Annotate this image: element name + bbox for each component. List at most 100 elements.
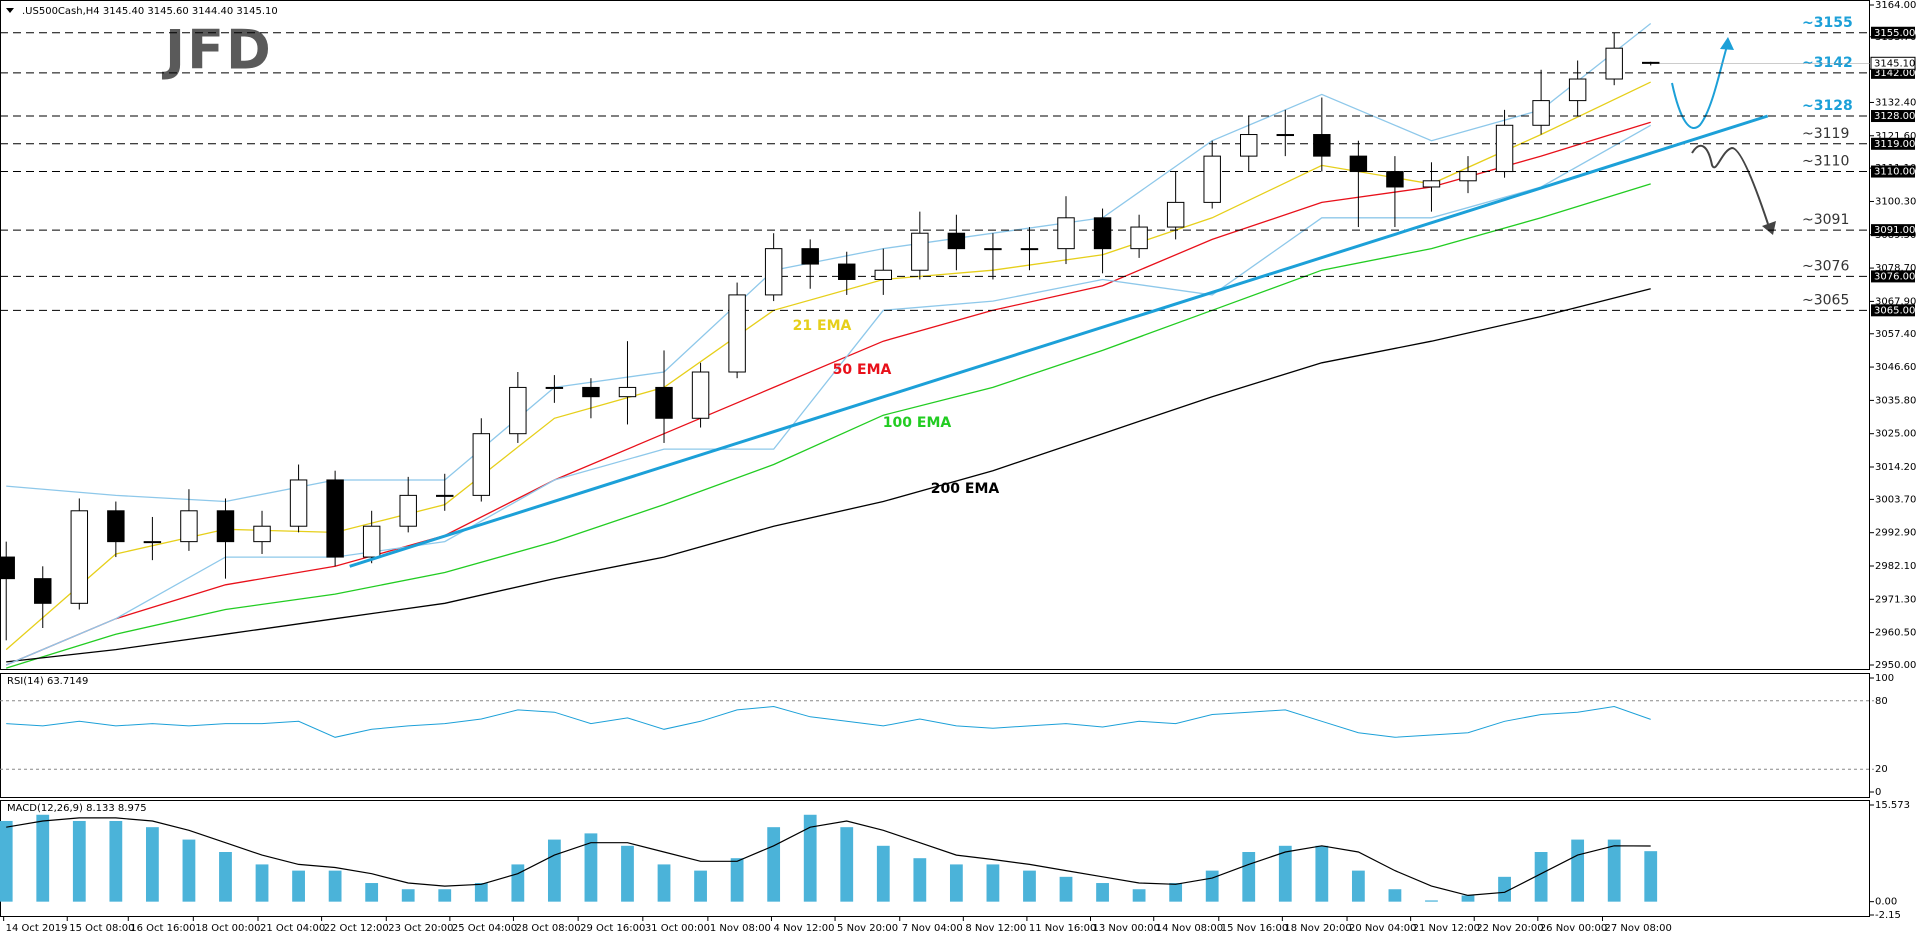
bullish-arrow	[1671, 45, 1728, 129]
candle-body	[1130, 226, 1148, 250]
candle-body	[1532, 100, 1550, 126]
candle-body	[655, 386, 673, 419]
ema-line	[5, 81, 1651, 651]
candle-body	[0, 556, 15, 580]
macd-bar	[621, 845, 634, 902]
signal-line	[6, 817, 1651, 897]
macd-title: MACD(12,26,9) 8.133 8.975	[7, 803, 147, 814]
macd-bar	[1571, 839, 1585, 902]
candle-body	[1093, 217, 1112, 250]
candle-body	[1313, 134, 1331, 157]
y-tick-label: 15.573	[1875, 800, 1910, 811]
level-label: ~3119	[1802, 126, 1849, 142]
candle-body	[216, 510, 235, 543]
macd-bar	[913, 858, 927, 902]
candle-body	[1495, 124, 1514, 173]
logo: JFD	[161, 19, 273, 82]
y-tick-label: 20	[1875, 764, 1888, 775]
ema-label: 200 EMA	[931, 481, 1000, 497]
price-tag	[1871, 224, 1915, 237]
x-tick-label: 26 Nov 00:00	[1540, 923, 1607, 934]
rsi-title: RSI(14) 63.7149	[7, 676, 88, 687]
y-tick-label: 2971.30	[1875, 594, 1916, 605]
macd-bar	[72, 820, 86, 902]
candle-body	[1349, 155, 1368, 173]
level-label: ~3065	[1802, 292, 1849, 308]
candle-body	[764, 248, 783, 296]
price-tag-label: 3119.00	[1874, 139, 1915, 150]
y-tick-label: 3035.80	[1875, 395, 1916, 406]
y-tick-label: 100	[1875, 673, 1894, 684]
candle-body	[838, 263, 856, 280]
y-tick-label: 3100.30	[1875, 196, 1916, 207]
macd-bar	[657, 864, 671, 902]
macd-bar	[1205, 870, 1219, 902]
macd-bar	[365, 883, 379, 902]
price-panel	[0, 0, 1870, 670]
candle-body	[1568, 78, 1587, 102]
level-label: ~3128	[1802, 98, 1853, 114]
ema-line	[5, 124, 1652, 666]
candle-body	[472, 433, 491, 496]
x-tick-label: 27 Nov 08:00	[1604, 923, 1671, 934]
macd-bar	[1059, 876, 1073, 902]
x-tick-label: 20 Nov 04:00	[1349, 923, 1416, 934]
level-label: ~3142	[1802, 55, 1853, 71]
macd-bar	[1351, 870, 1365, 902]
macd-bar	[109, 820, 123, 902]
macd-bar	[1278, 845, 1292, 902]
y-tick-label: 3121.60	[1875, 131, 1916, 142]
candle-body	[436, 494, 454, 497]
candle-body	[984, 248, 1002, 251]
y-tick-label: 3046.60	[1875, 362, 1916, 373]
candle-body	[143, 541, 162, 544]
candle-body	[545, 386, 564, 389]
bearish-arrow	[1691, 144, 1769, 225]
macd-bar	[1425, 900, 1438, 902]
candle-body	[728, 294, 746, 373]
x-tick-label: 15 Nov 16:00	[1221, 923, 1288, 934]
x-tick-label: 18 Nov 20:00	[1284, 923, 1351, 934]
x-tick-label: 22 Nov 20:00	[1476, 923, 1543, 934]
bullish-arrowhead	[1720, 37, 1734, 50]
macd-bar	[292, 870, 305, 902]
candle-body	[180, 510, 198, 543]
macd-bar	[1461, 895, 1475, 902]
macd-bar	[0, 820, 13, 902]
candle-body	[1459, 171, 1477, 182]
x-tick-label: 18 Oct 00:00	[195, 923, 260, 934]
y-tick-label: 3057.40	[1875, 329, 1916, 340]
macd-bar	[986, 864, 1000, 902]
candle-body	[1276, 134, 1295, 137]
y-tick-label: 3078.70	[1875, 263, 1916, 274]
trendline	[349, 114, 1769, 568]
macd-bar	[474, 883, 488, 902]
price-tag	[1871, 26, 1915, 39]
candle-body	[1166, 201, 1185, 228]
x-tick-label: 14 Nov 08:00	[1156, 923, 1223, 934]
bearish-arrowhead	[1762, 221, 1776, 235]
level-label: ~3155	[1802, 15, 1853, 31]
candle-body	[253, 525, 271, 543]
price-tag	[1871, 110, 1915, 123]
candle-body	[362, 525, 381, 558]
macd-bar	[1534, 852, 1548, 902]
macd-bar	[511, 864, 525, 902]
macd-bar	[1498, 876, 1511, 902]
macd-bar	[255, 864, 269, 902]
y-tick-label: 2950.00	[1875, 660, 1916, 671]
candle-body	[691, 371, 710, 419]
candle-body	[1642, 61, 1660, 64]
macd-bar	[438, 889, 452, 902]
level-label: ~3076	[1802, 258, 1849, 274]
macd-bar	[36, 814, 50, 902]
macd-bar	[730, 858, 744, 902]
candle-body	[1422, 180, 1441, 188]
x-tick-label: 31 Oct 00:00	[645, 923, 710, 934]
x-tick-label: 15 Oct 08:00	[69, 923, 134, 934]
macd-bar	[401, 889, 415, 902]
macd-bar	[182, 839, 196, 902]
y-tick-label: 3025.00	[1875, 429, 1916, 440]
y-tick-label: 3014.20	[1875, 462, 1916, 473]
header: .US500Cash,H4 3145.40 3145.60 3144.40 31…	[22, 6, 278, 17]
